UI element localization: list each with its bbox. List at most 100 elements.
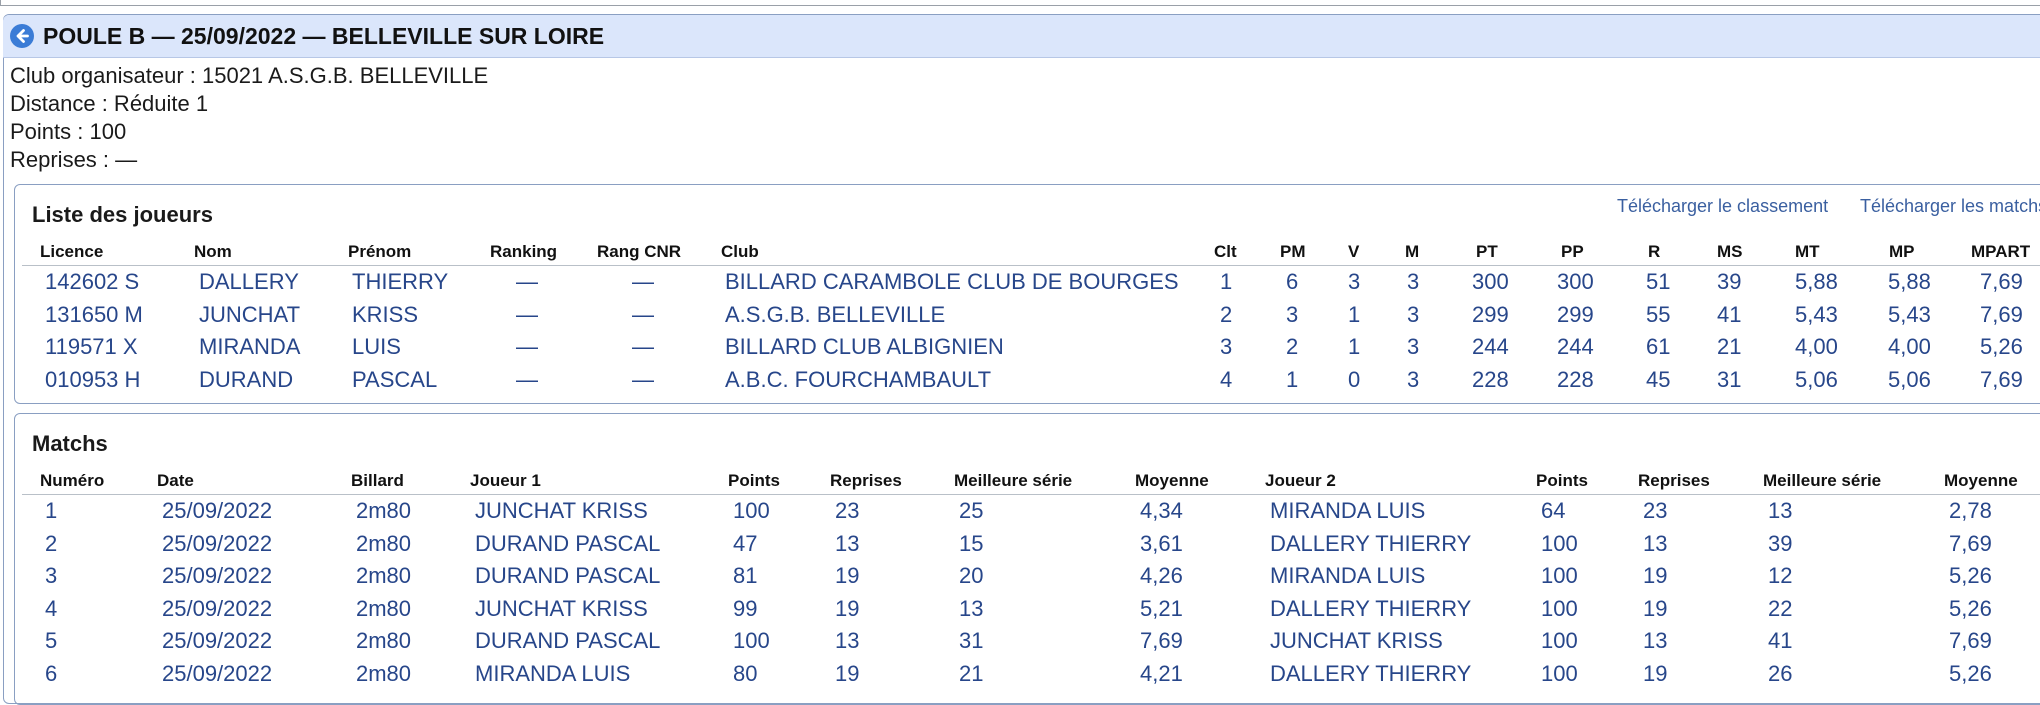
player-cell: 41 <box>1717 301 1742 327</box>
player-cell: 1 <box>1286 366 1299 392</box>
player-cell: — <box>516 366 538 392</box>
points: Points : 100 <box>10 119 127 144</box>
player-cell: — <box>632 366 654 392</box>
player-cell: 6 <box>1286 269 1299 294</box>
player-col-header: MPART <box>1971 242 2031 261</box>
player-cell: 3 <box>1286 301 1299 327</box>
poule-header: POULE B — 25/09/2022 — BELLEVILLE SUR LO… <box>3 15 2040 58</box>
match-cell[interactable]: MIRANDA LUIS <box>1270 563 1426 588</box>
match-col-header: Reprises <box>830 471 902 490</box>
player-cell[interactable]: MIRANDA <box>199 334 301 359</box>
match-cell[interactable]: JUNCHAT KRISS <box>1270 628 1443 653</box>
match-cell: 31 <box>959 628 984 653</box>
match-cell[interactable]: DURAND PASCAL <box>475 563 661 588</box>
match-col-header: Moyenne <box>1944 471 2018 490</box>
match-cell: 13 <box>1643 628 1668 653</box>
match-cell: 2 <box>45 530 58 556</box>
player-cell: — <box>516 269 538 294</box>
match-cell[interactable]: MIRANDA LUIS <box>475 660 631 686</box>
match-cell: 5,26 <box>1949 660 1992 686</box>
match-cell: 7,69 <box>1140 628 1183 653</box>
match-cell: 3 <box>45 563 58 588</box>
match-cell: 13 <box>959 595 984 621</box>
match-col-header: Points <box>1536 471 1588 490</box>
match-cell: 2m80 <box>356 498 412 523</box>
match-col-header: Moyenne <box>1135 471 1209 490</box>
download-matches-link[interactable]: Télécharger les matchs <box>1860 196 2040 216</box>
match-col-header: Date <box>157 471 194 490</box>
match-cell: 13 <box>1643 530 1668 556</box>
page-title: POULE B — 25/09/2022 — BELLEVILLE SUR LO… <box>43 23 605 49</box>
player-cell: 119571 X <box>45 334 138 359</box>
match-cell[interactable]: DURAND PASCAL <box>475 628 661 653</box>
player-cell: 3 <box>1220 334 1233 359</box>
player-cell[interactable]: DALLERY <box>199 269 299 294</box>
player-col-header: M <box>1405 242 1420 261</box>
player-cell[interactable]: THIERRY <box>352 269 449 294</box>
match-cell: 100 <box>1541 660 1578 686</box>
download-ranking-link[interactable]: Télécharger le classement <box>1617 196 1829 216</box>
match-cell[interactable]: JUNCHAT KRISS <box>475 595 648 621</box>
match-cell[interactable]: DALLERY THIERRY <box>1270 530 1472 556</box>
player-cell: — <box>516 334 538 359</box>
player-cell: — <box>632 334 654 359</box>
player-cell: 4,00 <box>1888 334 1931 359</box>
matches-header-divider <box>22 494 2040 495</box>
match-cell: 6 <box>45 660 58 686</box>
player-cell: 51 <box>1646 269 1671 294</box>
player-cell[interactable]: JUNCHAT <box>199 301 301 327</box>
reprises: Reprises : — <box>10 147 138 172</box>
player-cell[interactable]: BILLARD CARAMBOLE CLUB DE BOURGES <box>725 269 1179 294</box>
player-cell: 31 <box>1717 366 1742 392</box>
match-cell: 2m80 <box>356 660 412 686</box>
match-cell[interactable]: MIRANDA LUIS <box>1270 498 1426 523</box>
player-col-header: V <box>1348 242 1360 261</box>
player-cell[interactable]: KRISS <box>352 301 419 327</box>
match-cell: 4,26 <box>1140 563 1183 588</box>
match-cell: 80 <box>733 660 758 686</box>
back-arrow-icon[interactable] <box>10 24 34 48</box>
match-cell[interactable]: DALLERY THIERRY <box>1270 660 1472 686</box>
player-col-header: Prénom <box>348 242 412 261</box>
player-col-header: PM <box>1280 242 1306 261</box>
player-cell: 7,69 <box>1980 269 2023 294</box>
player-cell: 131650 M <box>45 301 143 327</box>
match-cell: 19 <box>835 563 860 588</box>
match-cell: 100 <box>1541 628 1578 653</box>
player-col-header: Licence <box>40 242 104 261</box>
match-cell[interactable]: DURAND PASCAL <box>475 530 661 556</box>
player-cell[interactable]: A.B.C. FOURCHAMBAULT <box>725 366 992 392</box>
player-cell[interactable]: PASCAL <box>352 366 438 392</box>
player-cell: 4,00 <box>1795 334 1838 359</box>
match-cell: 5,21 <box>1140 595 1183 621</box>
player-cell: 300 <box>1557 269 1594 294</box>
match-cell: 41 <box>1768 628 1793 653</box>
player-cell[interactable]: DURAND <box>199 366 294 392</box>
player-cell[interactable]: BILLARD CLUB ALBIGNIEN <box>725 334 1004 359</box>
match-cell: 26 <box>1768 660 1793 686</box>
player-cell: — <box>632 301 654 327</box>
club-organisateur: Club organisateur : 15021 A.S.G.B. BELLE… <box>10 63 489 88</box>
match-cell[interactable]: DALLERY THIERRY <box>1270 595 1472 621</box>
player-cell: 45 <box>1646 366 1671 392</box>
match-cell[interactable]: JUNCHAT KRISS <box>475 498 648 523</box>
match-col-header: Meilleure série <box>1763 471 1882 490</box>
match-cell: 25/09/2022 <box>162 563 273 588</box>
match-cell: 99 <box>733 595 758 621</box>
player-cell: 5,06 <box>1888 366 1931 392</box>
player-cell: 3 <box>1407 269 1420 294</box>
matches-title: Matchs <box>32 431 108 456</box>
match-cell: 20 <box>959 563 984 588</box>
match-col-header: Joueur 2 <box>1265 471 1336 490</box>
player-cell: 0 <box>1348 366 1361 392</box>
player-cell: 228 <box>1557 366 1594 392</box>
player-cell: 3 <box>1407 334 1420 359</box>
players-header-divider <box>22 265 2040 266</box>
match-cell: 81 <box>733 563 758 588</box>
player-cell[interactable]: A.S.G.B. BELLEVILLE <box>725 301 946 327</box>
player-cell: 1 <box>1348 301 1361 327</box>
player-col-header: Club <box>721 242 759 261</box>
player-cell: 5,06 <box>1795 366 1838 392</box>
player-cell[interactable]: LUIS <box>352 334 401 359</box>
player-cell: 5,26 <box>1980 334 2023 359</box>
